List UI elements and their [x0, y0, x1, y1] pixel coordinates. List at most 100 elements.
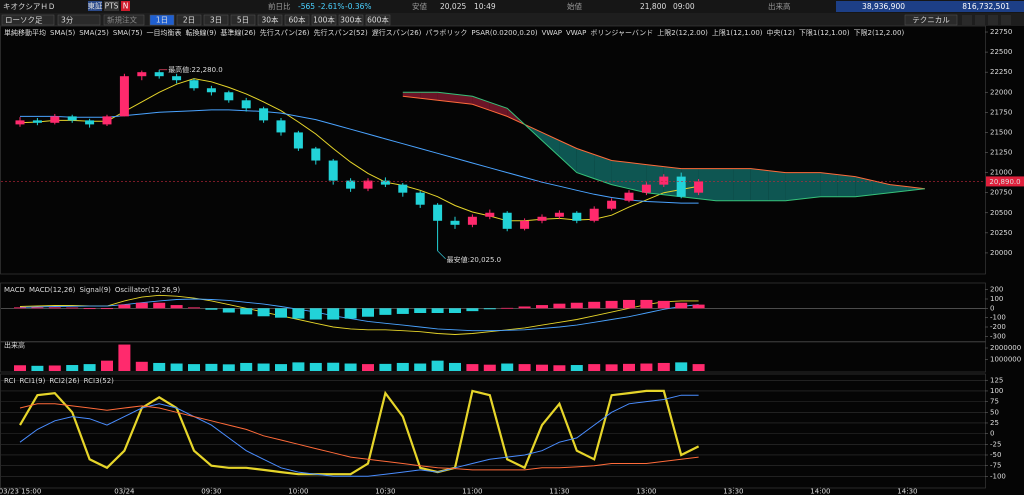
candle-body: [206, 88, 216, 93]
period-tab[interactable]: [365, 14, 391, 26]
period-tab-label[interactable]: 5日: [237, 16, 249, 25]
period-tab[interactable]: [176, 14, 202, 26]
low-annotation: 最安値:20,025.0: [447, 255, 502, 264]
legend-entry: 先行スパン(26): [260, 28, 310, 37]
period-tab-label[interactable]: 30本: [261, 15, 279, 25]
cloud: [594, 154, 612, 185]
oscillator-bar: [31, 307, 44, 309]
indicator-line: [19, 403, 699, 471]
period-tab-label[interactable]: 300本: [340, 15, 362, 25]
period-tab[interactable]: [338, 14, 364, 26]
pts[interactable]: PTS: [105, 2, 119, 11]
panel-title: 出来高: [4, 340, 25, 349]
y-tick-label: 0: [990, 430, 994, 438]
legend-entry: ボリンジャーバンド: [590, 29, 653, 37]
legend-entry: SMA(75): [113, 29, 143, 37]
period-tab-label[interactable]: 2日: [183, 16, 195, 25]
oscillator-bar: [605, 300, 618, 309]
technical-button[interactable]: [904, 14, 958, 26]
oscillator-bar: [588, 301, 601, 309]
volume-bar: [501, 363, 514, 371]
y-tick-label: 0: [990, 304, 994, 312]
oscillator-bar: [431, 308, 444, 313]
technical[interactable]: テクニカル: [912, 16, 950, 25]
volume-bar: [66, 365, 79, 371]
y-tick-label: 21000: [990, 169, 1012, 177]
period-tab[interactable]: [230, 14, 256, 26]
toolbar-bar: [0, 13, 1024, 26]
candle-body: [607, 200, 617, 209]
cloud: [890, 184, 908, 193]
icon-button[interactable]: [962, 15, 972, 25]
candle-body: [641, 184, 651, 193]
candle-body: [67, 116, 77, 121]
candle-body: [572, 212, 582, 221]
candle-body: [398, 184, 408, 193]
chart-kind[interactable]: ローソク足: [5, 16, 43, 25]
period-tab-label[interactable]: 100本: [313, 15, 335, 25]
period-tab[interactable]: [203, 14, 229, 26]
news[interactable]: N: [123, 2, 129, 11]
chart-kind-select[interactable]: [1, 14, 55, 26]
cloud: [716, 168, 734, 201]
volume-bar: [14, 365, 26, 371]
icon-button[interactable]: [975, 15, 985, 25]
indicator-line: [19, 294, 699, 335]
x-tick-label: 03/24: [114, 488, 135, 495]
period-tab[interactable]: [149, 14, 175, 26]
y-tick-label: 21500: [990, 128, 1012, 136]
cloud: [542, 132, 560, 157]
low-label: 安値: [412, 1, 427, 11]
period-tab[interactable]: [257, 14, 283, 26]
oscillator-bar: [536, 305, 548, 309]
volume-bar: [466, 364, 479, 371]
volume-bar: [153, 362, 166, 371]
volume-bar: [205, 363, 218, 371]
candle-body: [241, 100, 251, 109]
legend-entry: 基準線(26): [220, 28, 256, 37]
candle-body: [85, 120, 95, 125]
open-label: 始値: [567, 1, 582, 11]
cloud: [472, 96, 490, 111]
period-tab[interactable]: [311, 14, 337, 26]
oscillator-bar: [449, 308, 461, 313]
pts-badge[interactable]: [104, 1, 119, 11]
y-tick-label: 125: [990, 376, 1003, 384]
candle-body: [119, 76, 129, 117]
volume: 38,936,900: [862, 2, 905, 11]
market-badge: [88, 1, 102, 11]
candle-body: [311, 148, 321, 161]
change-pct2: -0.36%: [345, 2, 372, 11]
legend-entry: パラボリック: [425, 29, 467, 37]
legend-entry: 転換線(9): [185, 28, 216, 37]
period-tab-label[interactable]: 60本: [288, 15, 306, 25]
order-button[interactable]: [103, 14, 145, 26]
cloud: [402, 92, 421, 99]
x-tick-label: 13:30: [723, 488, 743, 495]
icon-button[interactable]: [1001, 15, 1011, 25]
period-tab-label[interactable]: 1日: [156, 16, 168, 25]
x-tick-label: 09:30: [201, 488, 221, 495]
legend-entry: Signal(9): [79, 286, 111, 294]
volume-bar: [518, 364, 531, 371]
legend-entry: 下限1(12,1.00): [799, 28, 850, 37]
period-tab[interactable]: [284, 14, 310, 26]
news-badge[interactable]: [121, 1, 130, 11]
oscillator-bar: [188, 307, 200, 309]
change: -565: [298, 2, 315, 11]
candle-body: [467, 216, 477, 225]
interval-select[interactable]: [57, 14, 101, 26]
period-tab-label[interactable]: 600本: [367, 15, 389, 25]
icon-button[interactable]: [988, 15, 998, 25]
order[interactable]: 新規注文: [107, 15, 137, 25]
interval[interactable]: 3分: [61, 16, 74, 25]
y-tick-label: -100: [990, 472, 1006, 480]
period-tab-label[interactable]: 3日: [210, 16, 222, 25]
candle-body: [259, 108, 269, 121]
legend-entry: RCI1(9): [19, 377, 45, 385]
volume-bar: [379, 363, 392, 371]
y-tick-label: 2000000: [990, 344, 1021, 352]
cloud: [576, 148, 595, 179]
candle-body: [415, 192, 425, 205]
oscillator-bar: [170, 305, 183, 309]
